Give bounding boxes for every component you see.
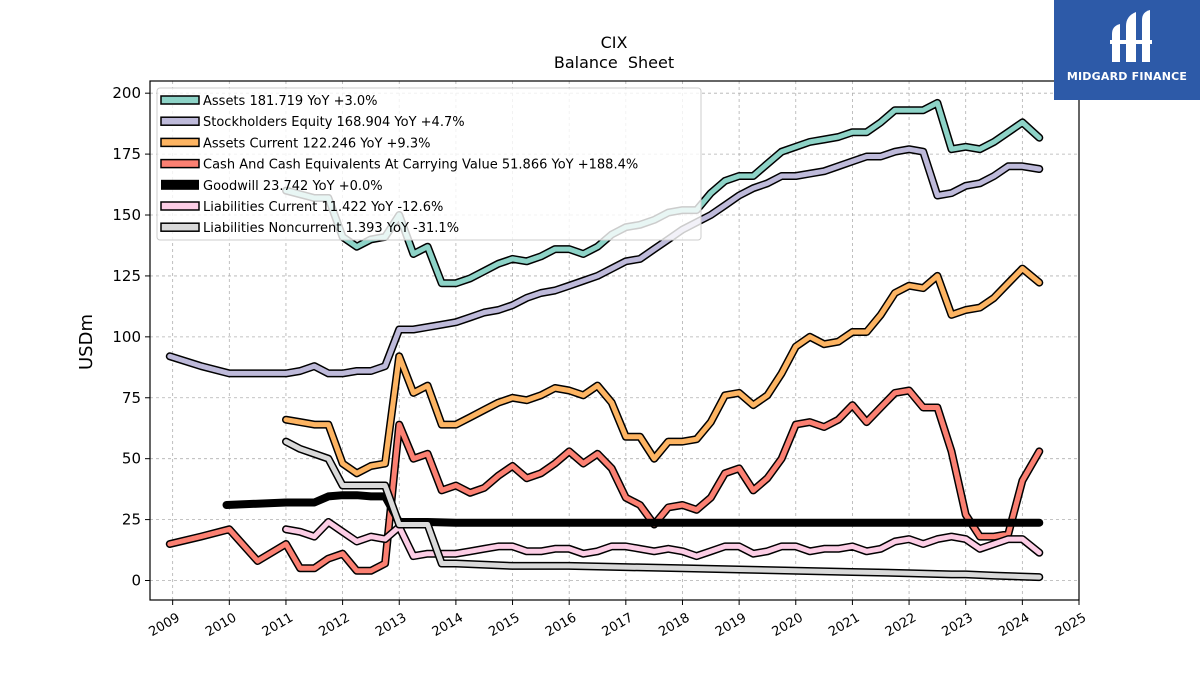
x-tick-label: 2024 (996, 610, 1032, 640)
legend-label: Assets 181.719 YoY +3.0% (203, 94, 378, 109)
series-path (167, 388, 1042, 574)
logo-mark-icon (1110, 10, 1152, 62)
legend-swatch (160, 222, 200, 232)
legend-entry: Goodwill 23.742 YoY +0.0% (161, 179, 383, 194)
legend: Assets 181.719 YoY +3.0% Stockholders Equ… (156, 87, 702, 241)
legend-entry: Assets 181.719 YoY +3.0% (160, 94, 378, 109)
series-path (167, 146, 1042, 376)
x-tick-label: 2009 (146, 610, 182, 640)
brand-logo: MIDGARD FINANCE (1054, 0, 1200, 100)
y-tick-label: 100 (112, 328, 141, 346)
y-tick-label: 25 (122, 511, 141, 529)
x-tick-label: 2019 (713, 610, 749, 640)
y-tick-label: 75 (122, 389, 141, 407)
x-tick-label: 2017 (600, 610, 636, 640)
x-tick-label: 2021 (826, 610, 862, 640)
chart-title: CIX (601, 33, 628, 52)
x-tick-label: 2011 (260, 610, 296, 640)
x-tick-label: 2014 (430, 610, 466, 640)
series-line-5 (282, 518, 1044, 561)
legend-label: Cash And Cash Equivalents At Carrying Va… (203, 158, 638, 173)
y-tick-label: 175 (112, 145, 141, 163)
legend-box (156, 87, 702, 241)
x-tick-label: 2020 (770, 610, 806, 640)
series-path (283, 439, 1042, 580)
legend-swatch (160, 158, 200, 169)
series-line-6 (282, 437, 1044, 582)
x-tick-label: 2016 (543, 610, 579, 640)
legend-label: Liabilities Current 11.422 YoY -12.6% (203, 200, 443, 215)
legend-label: Goodwill 23.742 YoY +0.0% (203, 179, 383, 194)
series-line-2 (282, 264, 1044, 478)
y-tick-label: 125 (112, 267, 141, 285)
y-tick-label: 150 (112, 206, 141, 224)
series-line-1 (165, 145, 1044, 378)
y-tick-label: 200 (112, 84, 141, 102)
x-tick-label: 2022 (883, 610, 919, 640)
legend-swatch (161, 179, 199, 190)
chart-subtitle: Balance Sheet (554, 53, 674, 72)
y-tick-label: 0 (131, 572, 141, 590)
legend-swatch (160, 95, 200, 105)
series-path (283, 519, 1042, 559)
y-axis-label: USDm (76, 314, 97, 370)
legend-label: Stockholders Equity 168.904 YoY +4.7% (203, 115, 465, 130)
legend-label: Liabilities Noncurrent 1.393 YoY -31.1% (203, 221, 459, 236)
series-path (222, 491, 1044, 527)
series-line-4 (222, 491, 1044, 527)
plot-frame (149, 80, 1080, 601)
legend-entry: Liabilities Current 11.422 YoY -12.6% (160, 200, 443, 215)
legend-entry: Cash And Cash Equivalents At Carrying Va… (160, 158, 638, 173)
legend-entry: Stockholders Equity 168.904 YoY +4.7% (160, 115, 465, 130)
series-line-3 (165, 386, 1044, 575)
x-tick-label: 2012 (316, 610, 352, 640)
x-tick-label: 2025 (1053, 610, 1089, 640)
legend-entry: Assets Current 122.246 YoY +9.3% (160, 136, 430, 151)
x-tick-label: 2013 (373, 610, 409, 640)
x-tick-label: 2010 (203, 610, 239, 640)
legend-label: Assets Current 122.246 YoY +9.3% (203, 136, 430, 151)
series-path (283, 266, 1042, 476)
y-tick-label: 50 (122, 450, 141, 468)
legend-swatch (160, 201, 200, 211)
logo-text: MIDGARD FINANCE (1066, 70, 1188, 83)
x-tick-label: 2018 (656, 610, 692, 640)
legend-swatch (160, 137, 200, 148)
legend-swatch (160, 116, 200, 126)
x-tick-label: 2015 (486, 610, 522, 640)
x-tick-label: 2023 (940, 610, 976, 640)
legend-entry: Liabilities Noncurrent 1.393 YoY -31.1% (160, 221, 459, 236)
